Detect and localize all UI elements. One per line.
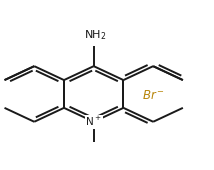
Text: NH$_2$: NH$_2$ xyxy=(83,28,106,42)
Text: Br$^-$: Br$^-$ xyxy=(142,89,165,102)
Text: N$^+$: N$^+$ xyxy=(85,115,102,128)
